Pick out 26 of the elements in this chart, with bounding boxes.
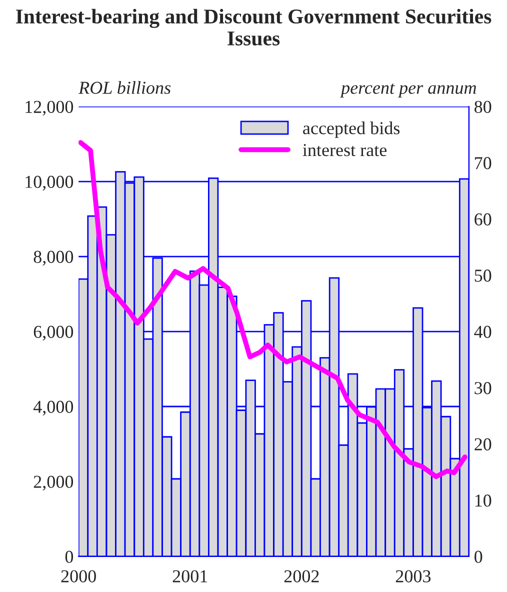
y2-tick-label: 50 <box>474 270 492 282</box>
y2-tick-label: 30 <box>474 382 492 394</box>
legend-label: interest rate <box>302 144 387 156</box>
y-tick-label: 10,000 <box>26 176 74 191</box>
chart-title: Interest-bearing and Discount Government Securities Issues <box>16 8 492 46</box>
y2-tick-label: 60 <box>474 213 492 226</box>
y2-tick-label: 80 <box>474 100 492 113</box>
y-tick-label: 8,000 <box>34 250 74 266</box>
y-axis-title: ROL billions <box>78 81 171 94</box>
y2-tick-label: 20 <box>474 438 492 450</box>
line-series <box>78 140 468 480</box>
y-tick-label: 6,000 <box>34 326 74 341</box>
y2-tick-label: 70 <box>475 157 492 170</box>
legend-label: accepted bids <box>303 122 400 138</box>
y2-tick-label: 40 <box>474 326 492 338</box>
y-tick-label: 2,000 <box>34 476 74 491</box>
x-tick-label: 2001 <box>172 570 208 582</box>
y-tick-label: 0 <box>65 550 74 563</box>
y-tick-label: 12,000 <box>26 100 74 116</box>
y2-tick-label: 10 <box>475 494 492 507</box>
x-tick-label: 2003 <box>396 570 431 582</box>
x-tick-label: 2002 <box>284 570 319 582</box>
x-tick-label: 2000 <box>61 570 96 582</box>
y-tick-label: 4,000 <box>33 400 74 416</box>
y2-axis-title: percent per annum <box>340 84 476 98</box>
y2-tick-label: 0 <box>474 550 482 563</box>
